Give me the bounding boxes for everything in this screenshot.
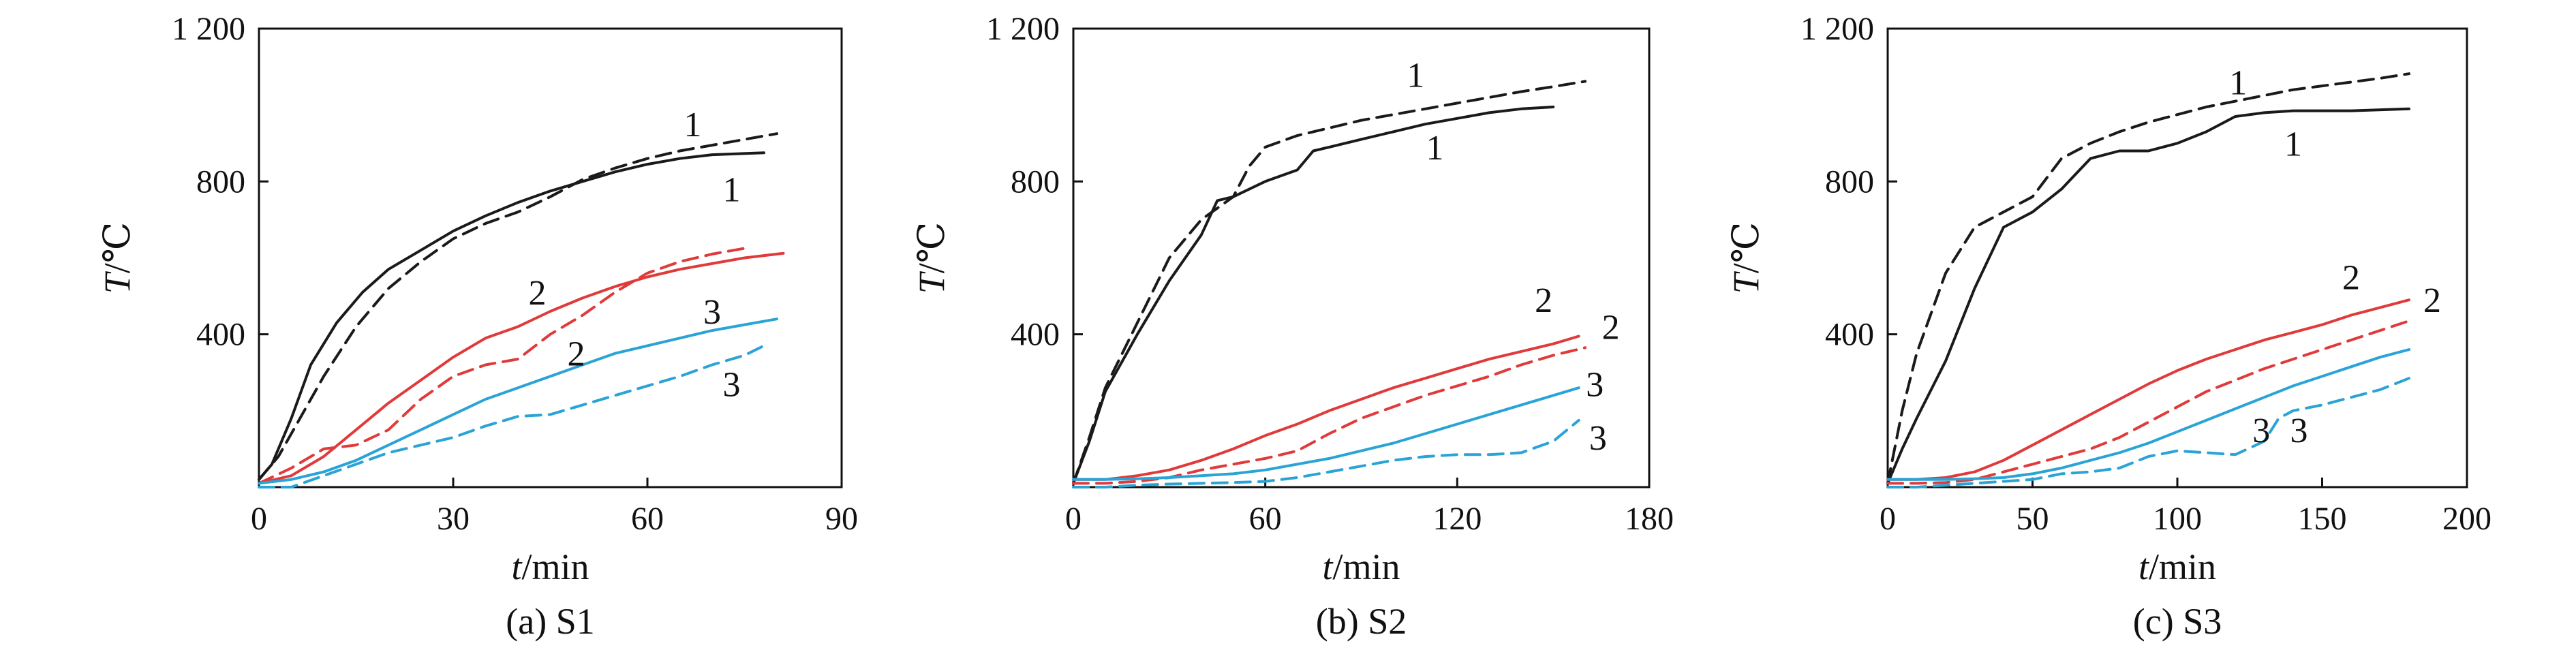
- curve-label-s1: 2: [568, 335, 585, 374]
- plot-frame-s1: [258, 27, 843, 488]
- curve-label-s3: 1: [2229, 64, 2247, 103]
- curve-label-s1: 1: [723, 171, 741, 210]
- series-line-3-dashed-s1: [258, 344, 765, 488]
- curve-label-s2: 1: [1426, 129, 1443, 168]
- chart-panel-s1: 0 30 60 90 400 800 1 200 t/min T/℃ (a) S1 11 22 33: [97, 11, 858, 642]
- chart-caption-s3: (c) S3: [2133, 601, 2222, 642]
- plot-frame-s3: [1886, 27, 2468, 488]
- chart-caption-s1: (a) S1: [506, 601, 594, 642]
- curve-label-s2: 1: [1407, 56, 1424, 95]
- series-line-3-solid-s2: [1072, 386, 1580, 481]
- curve-label-s2: 3: [1586, 366, 1604, 405]
- y-tick-label-s3: 800: [1825, 164, 1874, 200]
- x-tick-label-s2: 0: [1065, 501, 1082, 537]
- curve-label-s2: 2: [1602, 308, 1620, 347]
- y-tick-label-s2: 800: [1011, 164, 1060, 200]
- y-tick-label-s2: 1 200: [986, 11, 1060, 47]
- series-line-1-dashed-s2: [1072, 80, 1587, 485]
- series-line-3-dashed-s3: [1886, 377, 2410, 488]
- series-line-1-solid-s1: [258, 151, 765, 481]
- chart-caption-s2: (b) S2: [1316, 601, 1407, 642]
- curve-label-s3: 3: [2252, 412, 2270, 450]
- series-line-1-dashed-s3: [1886, 72, 2410, 485]
- series-line-1-solid-s2: [1072, 106, 1555, 485]
- chart-panel-s2: 0 60 120 180 400 800 1 200 t/min T/℃ (b) S2 11 2 2 3 3: [911, 11, 1674, 642]
- chart-panel-s3: 0 50 100 150 200 400 800 1 200 t/min T/℃ (c) S3 11 2…: [1726, 11, 2491, 642]
- x-tick-label-s3: 0: [1880, 501, 1896, 537]
- series-line-2-solid-s3: [1886, 298, 2410, 481]
- curve-label-s1: 3: [703, 293, 721, 332]
- series-line-3-solid-s1: [258, 317, 778, 485]
- x-axis-title-s3: t/min: [2138, 546, 2216, 587]
- series-line-3-solid-s3: [1886, 348, 2410, 481]
- series-line-1-dashed-s1: [258, 132, 778, 481]
- y-axis-title-s1: T/℃: [97, 222, 138, 294]
- series-line-2-dashed-s1: [258, 247, 746, 485]
- y-tick-label-s3: 1 200: [1800, 11, 1874, 47]
- curve-label-s2: 3: [1589, 419, 1607, 458]
- y-tick-label-s1: 1 200: [172, 11, 245, 47]
- curve-label-s1: 1: [684, 106, 702, 144]
- curve-label-s3: 1: [2284, 125, 2302, 164]
- x-tick-label-s3: 200: [2442, 501, 2491, 537]
- curve-label-s1: 3: [723, 366, 741, 405]
- curve-label-s3: 2: [2423, 281, 2441, 320]
- series-line-3-dashed-s2: [1072, 418, 1580, 488]
- x-tick-label-s3: 100: [2153, 501, 2202, 537]
- x-tick-label-s2: 180: [1625, 501, 1674, 537]
- series-line-1-solid-s3: [1886, 107, 2410, 485]
- series-line-2-dashed-s3: [1886, 320, 2410, 485]
- y-axis-title-s2: T/℃: [911, 222, 952, 294]
- curve-label-s2: 2: [1535, 281, 1552, 320]
- curve-label-s3: 2: [2342, 259, 2360, 298]
- series-line-2-dashed-s2: [1072, 346, 1587, 485]
- y-tick-label-s3: 400: [1825, 317, 1874, 353]
- y-tick-label-s1: 400: [196, 317, 245, 353]
- x-axis-title-s2: t/min: [1322, 546, 1400, 587]
- x-tick-label-s2: 120: [1432, 501, 1482, 537]
- x-tick-label-s1: 0: [251, 501, 267, 537]
- x-tick-label-s1: 30: [437, 501, 470, 537]
- x-tick-label-s3: 150: [2298, 501, 2347, 537]
- x-tick-label-s3: 50: [2017, 501, 2049, 537]
- x-axis-title-s1: t/min: [511, 546, 589, 587]
- curve-label-s1: 2: [529, 274, 547, 313]
- series-line-2-solid-s2: [1072, 335, 1580, 481]
- x-tick-label-s1: 90: [825, 501, 858, 537]
- y-tick-label-s1: 800: [196, 164, 245, 200]
- y-axis-title-s3: T/℃: [1726, 222, 1766, 294]
- plot-frame-s2: [1072, 27, 1651, 488]
- curve-label-s3: 3: [2290, 412, 2308, 450]
- y-tick-label-s2: 400: [1011, 317, 1060, 353]
- series-line-2-solid-s1: [258, 251, 785, 485]
- x-tick-label-s2: 60: [1249, 501, 1282, 537]
- x-tick-label-s1: 60: [631, 501, 664, 537]
